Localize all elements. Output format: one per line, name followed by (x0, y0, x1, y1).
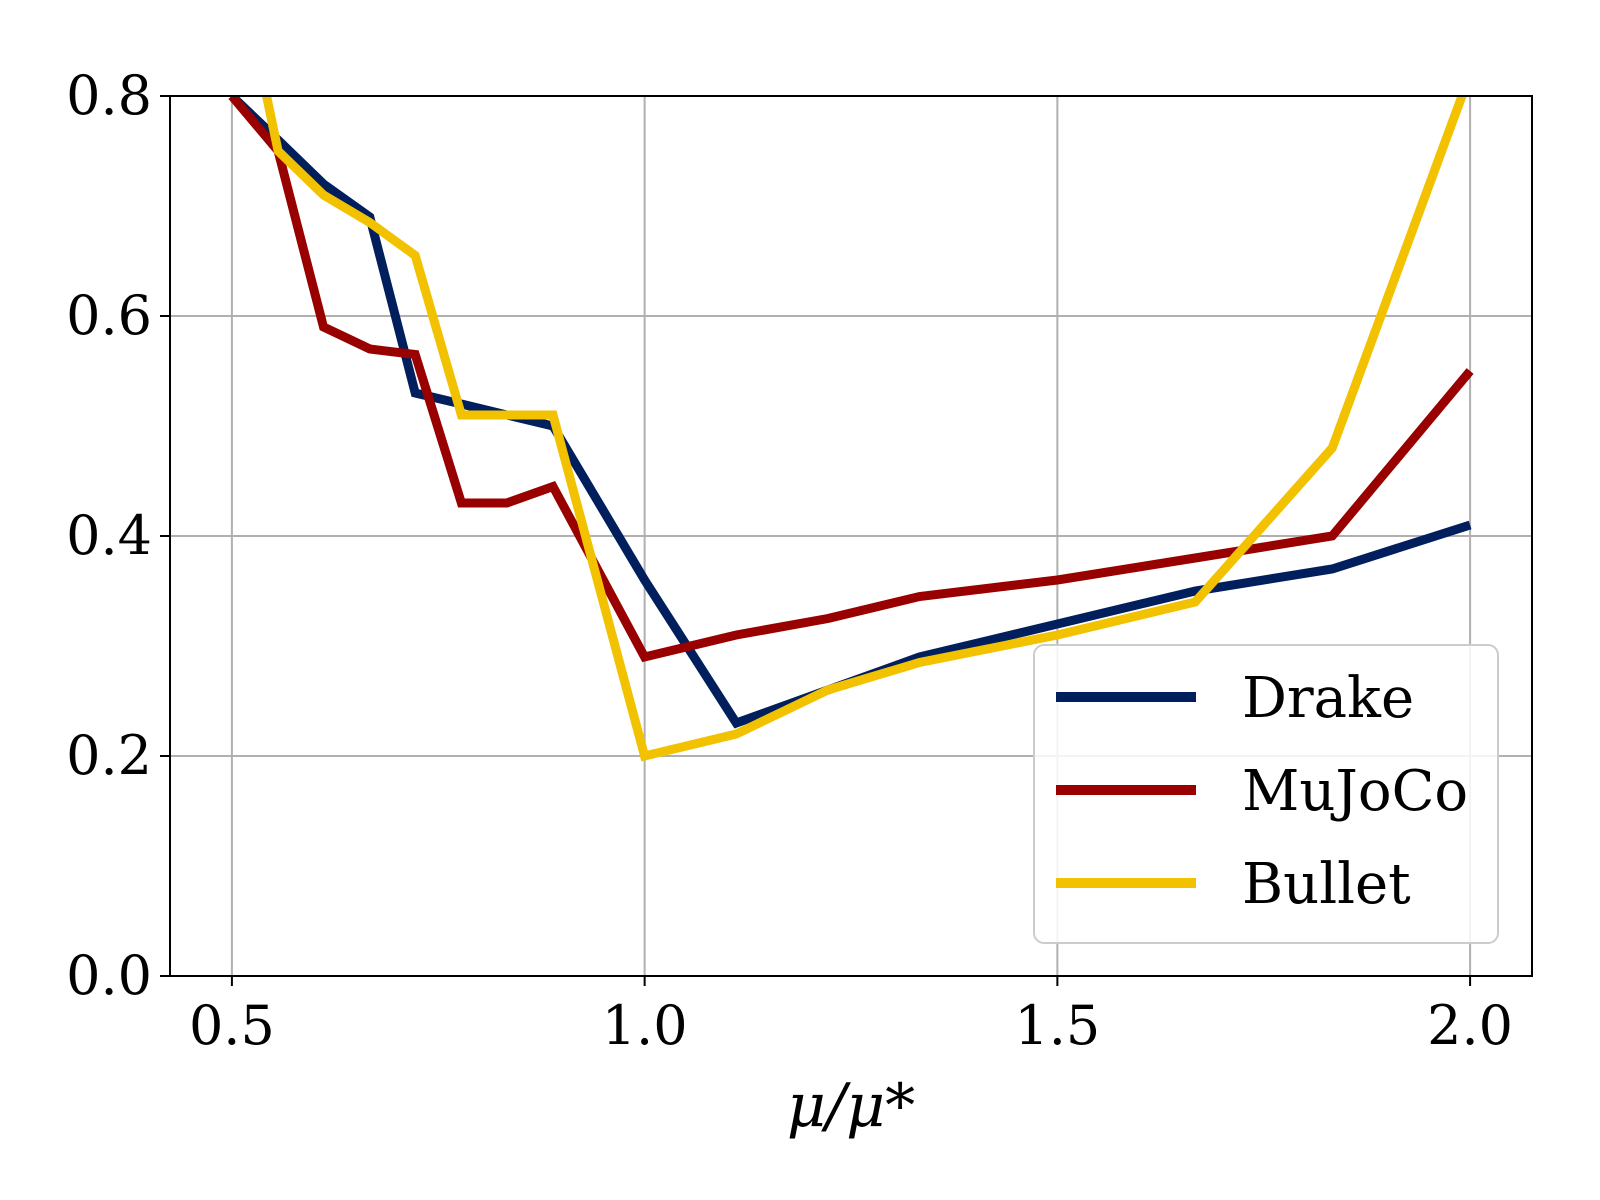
x-axis-label: μ/μ* (787, 1071, 915, 1141)
y-tick-label: 0.8 (66, 64, 152, 127)
legend-label-drake: Drake (1242, 666, 1414, 731)
legend-box (1033, 644, 1499, 944)
x-tick-label: 1.5 (1014, 994, 1100, 1057)
series-lines (228, 96, 1474, 762)
y-tick-label: 0.0 (66, 944, 152, 1007)
x-tick-label: 2.0 (1427, 994, 1513, 1057)
legend: Drake MuJoCo Bullet (1033, 644, 1499, 944)
series-line-bullet (261, 96, 1467, 762)
y-tick-label: 0.4 (66, 504, 152, 567)
y-tick-label: 0.6 (66, 284, 152, 347)
x-tick-label: 1.0 (602, 994, 688, 1057)
legend-label-bullet: Bullet (1242, 852, 1411, 917)
y-tick-label: 0.2 (66, 724, 152, 787)
axis-ticks: 0.5 1.0 1.5 2.0 0.0 0.2 0.4 0.6 0.8 (66, 64, 1513, 1057)
series-line-drake (228, 96, 1472, 729)
legend-label-mujoco: MuJoCo (1242, 759, 1468, 824)
x-tick-label: 0.5 (189, 994, 275, 1057)
